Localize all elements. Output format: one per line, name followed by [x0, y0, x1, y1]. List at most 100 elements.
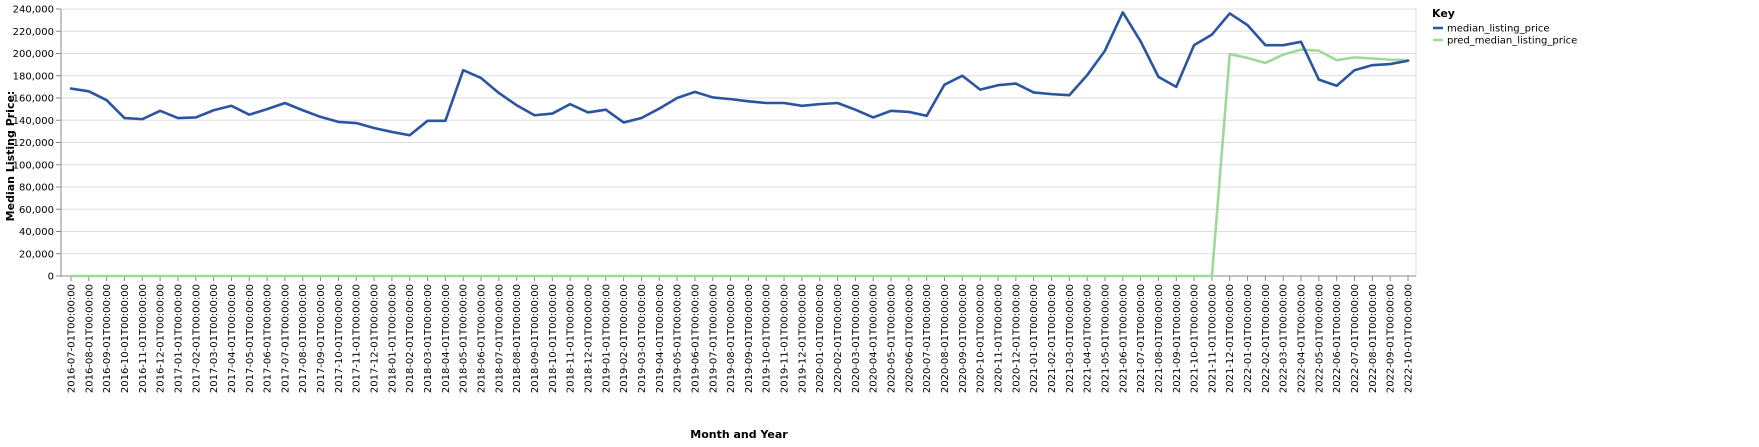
x-tick-label: 2019-02-01T00:00:00 — [619, 284, 630, 393]
x-tick-label: 2017-12-01T00:00:00 — [370, 284, 381, 393]
series-lines — [69, 11, 1410, 278]
x-tick-label: 2018-11-01T00:00:00 — [566, 284, 577, 393]
x-tick-label: 2021-10-01T00:00:00 — [1190, 284, 1201, 393]
x-tick-label: 2021-11-01T00:00:00 — [1207, 284, 1218, 393]
x-tick-label: 2017-05-01T00:00:00 — [245, 284, 256, 393]
legend-label: pred_median_listing_price — [1447, 36, 1577, 47]
legend: Key median_listing_pricepred_median_list… — [1432, 7, 1577, 47]
y-tick-label: 0 — [48, 272, 54, 283]
x-tick-label: 2020-04-01T00:00:00 — [869, 284, 880, 393]
y-axis-ticks: 0 20,000 40,000 60,000 80,000 100,000 120,000 1… — [13, 5, 61, 283]
x-tick-label: 2019-07-01T00:00:00 — [708, 284, 719, 393]
x-tick-label: 2019-11-01T00:00:00 — [780, 284, 791, 393]
y-tick-label: 40,000 — [19, 227, 54, 238]
x-tick-label: 2022-09-01T00:00:00 — [1386, 284, 1397, 393]
x-tick-label: 2018-02-01T00:00:00 — [405, 284, 416, 393]
y-tick-label: 180,000 — [13, 71, 54, 82]
y-tick-label: 220,000 — [13, 27, 54, 38]
x-tick-label: 2017-07-01T00:00:00 — [280, 284, 291, 393]
x-tick-label: 2020-01-01T00:00:00 — [815, 284, 826, 393]
x-tick-label: 2017-02-01T00:00:00 — [191, 284, 202, 393]
x-tick-label: 2019-01-01T00:00:00 — [601, 284, 612, 393]
x-tick-label: 2017-11-01T00:00:00 — [352, 284, 363, 393]
x-tick-label: 2017-01-01T00:00:00 — [173, 284, 184, 393]
x-tick-label: 2018-05-01T00:00:00 — [459, 284, 470, 393]
x-tick-label: 2022-04-01T00:00:00 — [1297, 284, 1308, 393]
x-tick-label: 2019-05-01T00:00:00 — [673, 284, 684, 393]
x-tick-label: 2018-09-01T00:00:00 — [530, 284, 541, 393]
x-tick-label: 2020-07-01T00:00:00 — [922, 284, 933, 393]
x-tick-label: 2017-06-01T00:00:00 — [263, 284, 274, 393]
x-tick-label: 2021-08-01T00:00:00 — [1154, 284, 1165, 393]
x-axis-ticks: 2016-07-01T00:00:00 2016-08-01T00:00:00 20… — [67, 276, 1415, 393]
x-tick-label: 2021-04-01T00:00:00 — [1083, 284, 1094, 393]
x-tick-label: 2016-11-01T00:00:00 — [138, 284, 149, 393]
x-tick-label: 2018-08-01T00:00:00 — [512, 284, 523, 393]
x-tick-label: 2018-10-01T00:00:00 — [548, 284, 559, 393]
y-tick-label: 120,000 — [13, 138, 54, 149]
legend-label: median_listing_price — [1447, 24, 1550, 35]
x-tick-label: 2018-03-01T00:00:00 — [423, 284, 434, 393]
x-tick-label: 2021-09-01T00:00:00 — [1172, 284, 1183, 393]
legend-title: Key — [1432, 7, 1455, 20]
x-tick-label: 2019-12-01T00:00:00 — [797, 284, 808, 393]
y-tick-label: 100,000 — [13, 160, 54, 171]
x-tick-label: 2017-09-01T00:00:00 — [316, 284, 327, 393]
x-tick-label: 2018-06-01T00:00:00 — [477, 284, 488, 393]
x-tick-label: 2017-08-01T00:00:00 — [298, 284, 309, 393]
x-tick-label: 2021-01-01T00:00:00 — [1029, 284, 1040, 393]
y-tick-label: 160,000 — [13, 94, 54, 105]
y-tick-label: 200,000 — [13, 49, 54, 60]
series-line-median-listing-price — [69, 11, 1410, 137]
x-tick-label: 2017-04-01T00:00:00 — [227, 284, 238, 393]
x-tick-label: 2022-03-01T00:00:00 — [1279, 284, 1290, 393]
x-tick-label: 2019-10-01T00:00:00 — [762, 284, 773, 393]
x-tick-label: 2020-12-01T00:00:00 — [1011, 284, 1022, 393]
x-tick-label: 2021-02-01T00:00:00 — [1047, 284, 1058, 393]
x-tick-label: 2017-10-01T00:00:00 — [334, 284, 345, 393]
x-tick-label: 2019-06-01T00:00:00 — [690, 284, 701, 393]
x-axis-title: Month and Year — [690, 428, 788, 441]
x-tick-label: 2018-04-01T00:00:00 — [441, 284, 452, 393]
y-tick-label: 60,000 — [19, 205, 54, 216]
x-tick-label: 2018-01-01T00:00:00 — [387, 284, 398, 393]
x-tick-label: 2022-08-01T00:00:00 — [1368, 284, 1379, 393]
grid-lines — [61, 8, 1417, 277]
x-tick-label: 2017-03-01T00:00:00 — [209, 284, 220, 393]
x-tick-label: 2022-10-01T00:00:00 — [1404, 284, 1415, 393]
y-tick-label: 140,000 — [13, 116, 54, 127]
x-tick-label: 2018-12-01T00:00:00 — [583, 284, 594, 393]
x-tick-label: 2020-05-01T00:00:00 — [887, 284, 898, 393]
series-line-pred-median-listing-price — [69, 48, 1410, 278]
x-tick-label: 2021-06-01T00:00:00 — [1118, 284, 1129, 393]
x-tick-label: 2016-10-01T00:00:00 — [120, 284, 131, 393]
x-tick-label: 2020-02-01T00:00:00 — [833, 284, 844, 393]
x-tick-label: 2019-03-01T00:00:00 — [637, 284, 648, 393]
x-tick-label: 2020-06-01T00:00:00 — [904, 284, 915, 393]
y-tick-label: 20,000 — [19, 249, 54, 260]
x-tick-label: 2021-07-01T00:00:00 — [1136, 284, 1147, 393]
x-tick-label: 2016-12-01T00:00:00 — [156, 284, 167, 393]
x-tick-label: 2020-11-01T00:00:00 — [993, 284, 1004, 393]
x-tick-label: 2022-05-01T00:00:00 — [1314, 284, 1325, 393]
x-tick-label: 2022-06-01T00:00:00 — [1332, 284, 1343, 393]
x-tick-label: 2018-07-01T00:00:00 — [494, 284, 505, 393]
y-tick-label: 240,000 — [13, 5, 54, 16]
x-tick-label: 2020-09-01T00:00:00 — [958, 284, 969, 393]
x-tick-label: 2019-09-01T00:00:00 — [744, 284, 755, 393]
x-tick-label: 2021-12-01T00:00:00 — [1225, 284, 1236, 393]
x-tick-label: 2020-10-01T00:00:00 — [976, 284, 987, 393]
x-tick-label: 2020-08-01T00:00:00 — [940, 284, 951, 393]
x-tick-label: 2022-02-01T00:00:00 — [1261, 284, 1272, 393]
x-tick-label: 2016-08-01T00:00:00 — [84, 284, 95, 393]
y-axis-title: Median Listing Price: — [4, 91, 17, 222]
x-tick-label: 2021-03-01T00:00:00 — [1065, 284, 1076, 393]
x-tick-label: 2021-05-01T00:00:00 — [1100, 284, 1111, 393]
x-tick-label: 2022-01-01T00:00:00 — [1243, 284, 1254, 393]
x-tick-label: 2019-08-01T00:00:00 — [726, 284, 737, 393]
x-tick-label: 2016-09-01T00:00:00 — [102, 284, 113, 393]
x-tick-label: 2019-04-01T00:00:00 — [655, 284, 666, 393]
x-tick-label: 2016-07-01T00:00:00 — [67, 284, 78, 393]
x-tick-label: 2022-07-01T00:00:00 — [1350, 284, 1361, 393]
